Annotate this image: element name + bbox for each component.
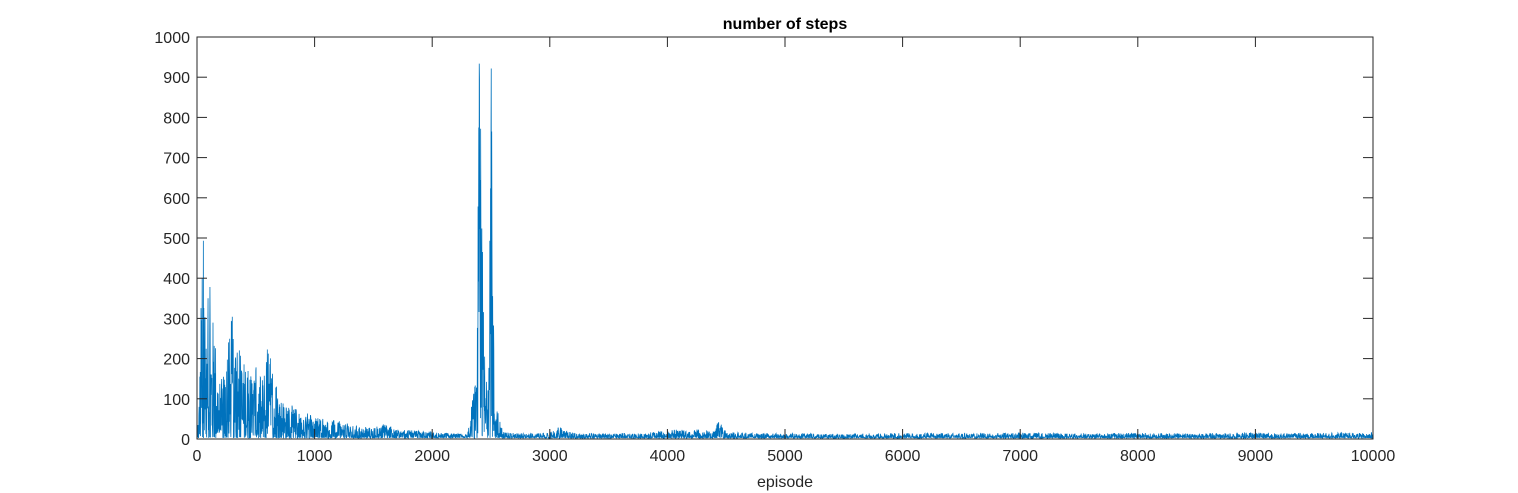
y-tick-label: 1000 — [154, 30, 190, 47]
x-tick-label: 0 — [193, 448, 202, 465]
x-tick-label: 9000 — [1238, 448, 1274, 465]
y-tick-label: 100 — [163, 392, 190, 409]
chart-title: number of steps — [723, 16, 848, 33]
x-tick-label: 8000 — [1120, 448, 1156, 465]
x-tick-label: 6000 — [885, 448, 921, 465]
y-tick-label: 300 — [163, 311, 190, 328]
x-tick-label: 7000 — [1002, 448, 1038, 465]
y-tick-label: 400 — [163, 271, 190, 288]
x-tick-label: 2000 — [414, 448, 450, 465]
x-tick-label: 10000 — [1351, 448, 1396, 465]
x-tick-label: 3000 — [532, 448, 568, 465]
plot-area — [197, 37, 1373, 439]
x-tick-label: 1000 — [297, 448, 333, 465]
y-tick-label: 600 — [163, 191, 190, 208]
x-tick-label: 4000 — [650, 448, 686, 465]
y-tick-label: 700 — [163, 151, 190, 168]
x-tick-label: 5000 — [767, 448, 803, 465]
x-axis-label: episode — [757, 474, 813, 491]
y-tick-label: 500 — [163, 231, 190, 248]
y-tick-label: 900 — [163, 70, 190, 87]
y-tick-label: 200 — [163, 352, 190, 369]
tick-layer: 0 1000 2000 3000 4000 5000 6000 7000 8000 9000 100… — [154, 30, 1395, 465]
y-tick-label: 800 — [163, 110, 190, 127]
y-tick-label: 0 — [181, 432, 190, 449]
